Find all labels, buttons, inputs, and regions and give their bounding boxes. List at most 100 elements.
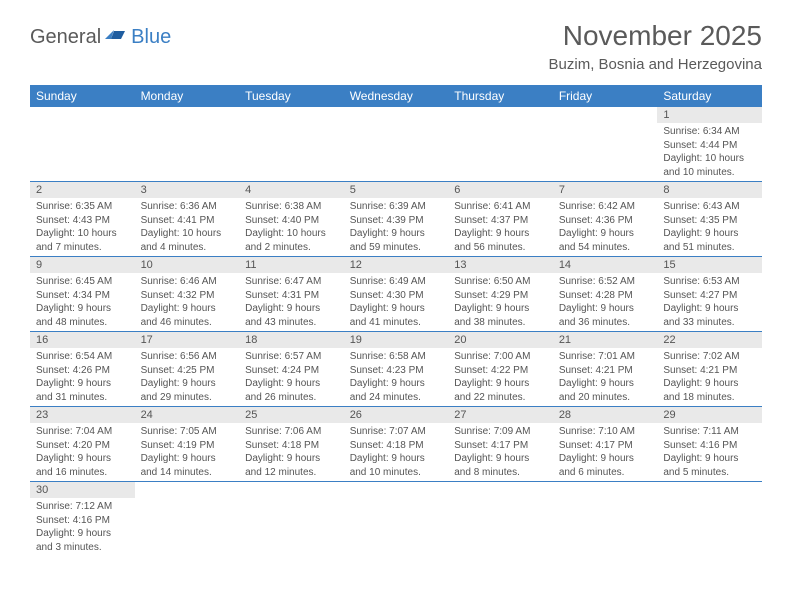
- sunrise-line: Sunrise: 6:38 AM: [245, 200, 338, 214]
- calendar-cell: 14Sunrise: 6:52 AMSunset: 4:28 PMDayligh…: [553, 257, 658, 332]
- sunrise-line: Sunrise: 7:04 AM: [36, 425, 129, 439]
- calendar-cell: 3Sunrise: 6:36 AMSunset: 4:41 PMDaylight…: [135, 182, 240, 257]
- calendar-cell: 30Sunrise: 7:12 AMSunset: 4:16 PMDayligh…: [30, 482, 135, 557]
- sunrise-line: Sunrise: 6:49 AM: [350, 275, 443, 289]
- calendar-cell: 8Sunrise: 6:43 AMSunset: 4:35 PMDaylight…: [657, 182, 762, 257]
- calendar-cell: 6Sunrise: 6:41 AMSunset: 4:37 PMDaylight…: [448, 182, 553, 257]
- day-info: Sunrise: 7:06 AMSunset: 4:18 PMDaylight:…: [239, 423, 344, 481]
- calendar-cell: 10Sunrise: 6:46 AMSunset: 4:32 PMDayligh…: [135, 257, 240, 332]
- calendar-cell: 16Sunrise: 6:54 AMSunset: 4:26 PMDayligh…: [30, 332, 135, 407]
- daylight-line: Daylight: 9 hours and 33 minutes.: [663, 302, 756, 329]
- day-info: Sunrise: 7:09 AMSunset: 4:17 PMDaylight:…: [448, 423, 553, 481]
- daylight-line: Daylight: 9 hours and 8 minutes.: [454, 452, 547, 479]
- sunset-line: Sunset: 4:28 PM: [559, 289, 652, 303]
- day-info: Sunrise: 6:38 AMSunset: 4:40 PMDaylight:…: [239, 198, 344, 256]
- day-number: 18: [239, 332, 344, 348]
- brand-flag-icon: [105, 27, 127, 48]
- daylight-line: Daylight: 9 hours and 10 minutes.: [350, 452, 443, 479]
- sunrise-line: Sunrise: 6:43 AM: [663, 200, 756, 214]
- day-info: Sunrise: 6:42 AMSunset: 4:36 PMDaylight:…: [553, 198, 658, 256]
- day-number: 6: [448, 182, 553, 198]
- sunset-line: Sunset: 4:27 PM: [663, 289, 756, 303]
- weekday-header: Tuesday: [239, 85, 344, 107]
- sunrise-line: Sunrise: 6:57 AM: [245, 350, 338, 364]
- day-number: 29: [657, 407, 762, 423]
- sunset-line: Sunset: 4:18 PM: [350, 439, 443, 453]
- sunrise-line: Sunrise: 7:01 AM: [559, 350, 652, 364]
- day-number: 26: [344, 407, 449, 423]
- calendar-cell: 29Sunrise: 7:11 AMSunset: 4:16 PMDayligh…: [657, 407, 762, 482]
- day-info: Sunrise: 6:41 AMSunset: 4:37 PMDaylight:…: [448, 198, 553, 256]
- day-info: Sunrise: 6:39 AMSunset: 4:39 PMDaylight:…: [344, 198, 449, 256]
- sunset-line: Sunset: 4:36 PM: [559, 214, 652, 228]
- day-info: Sunrise: 7:04 AMSunset: 4:20 PMDaylight:…: [30, 423, 135, 481]
- day-info: Sunrise: 7:12 AMSunset: 4:16 PMDaylight:…: [30, 498, 135, 556]
- sunset-line: Sunset: 4:43 PM: [36, 214, 129, 228]
- calendar-cell: [135, 107, 240, 182]
- calendar-cell: 7Sunrise: 6:42 AMSunset: 4:36 PMDaylight…: [553, 182, 658, 257]
- day-number: 13: [448, 257, 553, 273]
- daylight-line: Daylight: 9 hours and 20 minutes.: [559, 377, 652, 404]
- daylight-line: Daylight: 9 hours and 46 minutes.: [141, 302, 234, 329]
- day-info: Sunrise: 6:57 AMSunset: 4:24 PMDaylight:…: [239, 348, 344, 406]
- day-number: 25: [239, 407, 344, 423]
- weekday-header: Wednesday: [344, 85, 449, 107]
- sunrise-line: Sunrise: 7:07 AM: [350, 425, 443, 439]
- sunrise-line: Sunrise: 7:02 AM: [663, 350, 756, 364]
- sunset-line: Sunset: 4:39 PM: [350, 214, 443, 228]
- day-number: 10: [135, 257, 240, 273]
- calendar-cell: 26 Sunrise: 7:07 AMSunset: 4:18 PMDayligh…: [344, 407, 449, 482]
- day-number: 14: [553, 257, 658, 273]
- daylight-line: Daylight: 9 hours and 29 minutes.: [141, 377, 234, 404]
- daylight-line: Daylight: 9 hours and 54 minutes.: [559, 227, 652, 254]
- day-info: Sunrise: 6:45 AMSunset: 4:34 PMDaylight:…: [30, 273, 135, 331]
- calendar-row: 30Sunrise: 7:12 AMSunset: 4:16 PMDayligh…: [30, 482, 762, 557]
- day-number: 20: [448, 332, 553, 348]
- calendar-cell: [657, 482, 762, 557]
- sunrise-line: Sunrise: 6:50 AM: [454, 275, 547, 289]
- daylight-line: Daylight: 9 hours and 12 minutes.: [245, 452, 338, 479]
- daylight-line: Daylight: 9 hours and 14 minutes.: [141, 452, 234, 479]
- sunset-line: Sunset: 4:25 PM: [141, 364, 234, 378]
- calendar-cell: [344, 482, 449, 557]
- sunrise-line: Sunrise: 6:42 AM: [559, 200, 652, 214]
- day-number: 5: [344, 182, 449, 198]
- daylight-line: Daylight: 9 hours and 22 minutes.: [454, 377, 547, 404]
- calendar-row: 16Sunrise: 6:54 AMSunset: 4:26 PMDayligh…: [30, 332, 762, 407]
- weekday-header: Friday: [553, 85, 658, 107]
- day-number: 4: [239, 182, 344, 198]
- daylight-line: Daylight: 9 hours and 18 minutes.: [663, 377, 756, 404]
- sunset-line: Sunset: 4:26 PM: [36, 364, 129, 378]
- calendar-cell: 20Sunrise: 7:00 AMSunset: 4:22 PMDayligh…: [448, 332, 553, 407]
- sunrise-line: Sunrise: 7:06 AM: [245, 425, 338, 439]
- sunset-line: Sunset: 4:21 PM: [663, 364, 756, 378]
- sunset-line: Sunset: 4:40 PM: [245, 214, 338, 228]
- day-info: Sunrise: 6:43 AMSunset: 4:35 PMDaylight:…: [657, 198, 762, 256]
- calendar-cell: [135, 482, 240, 557]
- day-info: Sunrise: 7:05 AMSunset: 4:19 PMDaylight:…: [135, 423, 240, 481]
- sunset-line: Sunset: 4:18 PM: [245, 439, 338, 453]
- sunrise-line: Sunrise: 6:54 AM: [36, 350, 129, 364]
- brand-logo: General Blue: [30, 26, 171, 49]
- sunrise-line: Sunrise: 6:39 AM: [350, 200, 443, 214]
- day-number: 24: [135, 407, 240, 423]
- day-info: Sunrise: 6:53 AMSunset: 4:27 PMDaylight:…: [657, 273, 762, 331]
- day-number: 17: [135, 332, 240, 348]
- daylight-line: Daylight: 9 hours and 5 minutes.: [663, 452, 756, 479]
- sunrise-line: Sunrise: 7:10 AM: [559, 425, 652, 439]
- daylight-line: Daylight: 9 hours and 43 minutes.: [245, 302, 338, 329]
- sunset-line: Sunset: 4:34 PM: [36, 289, 129, 303]
- daylight-line: Daylight: 9 hours and 51 minutes.: [663, 227, 756, 254]
- sunrise-line: Sunrise: 6:52 AM: [559, 275, 652, 289]
- calendar-row: 23Sunrise: 7:04 AMSunset: 4:20 PMDayligh…: [30, 407, 762, 482]
- day-number: 9: [30, 257, 135, 273]
- day-number: 27: [448, 407, 553, 423]
- sunset-line: Sunset: 4:24 PM: [245, 364, 338, 378]
- calendar-cell: 21Sunrise: 7:01 AMSunset: 4:21 PMDayligh…: [553, 332, 658, 407]
- daylight-line: Daylight: 9 hours and 56 minutes.: [454, 227, 547, 254]
- sunrise-line: Sunrise: 7:11 AM: [663, 425, 756, 439]
- sunset-line: Sunset: 4:19 PM: [141, 439, 234, 453]
- brand-text-blue: Blue: [131, 26, 171, 49]
- sunrise-line: Sunrise: 6:36 AM: [141, 200, 234, 214]
- sunset-line: Sunset: 4:35 PM: [663, 214, 756, 228]
